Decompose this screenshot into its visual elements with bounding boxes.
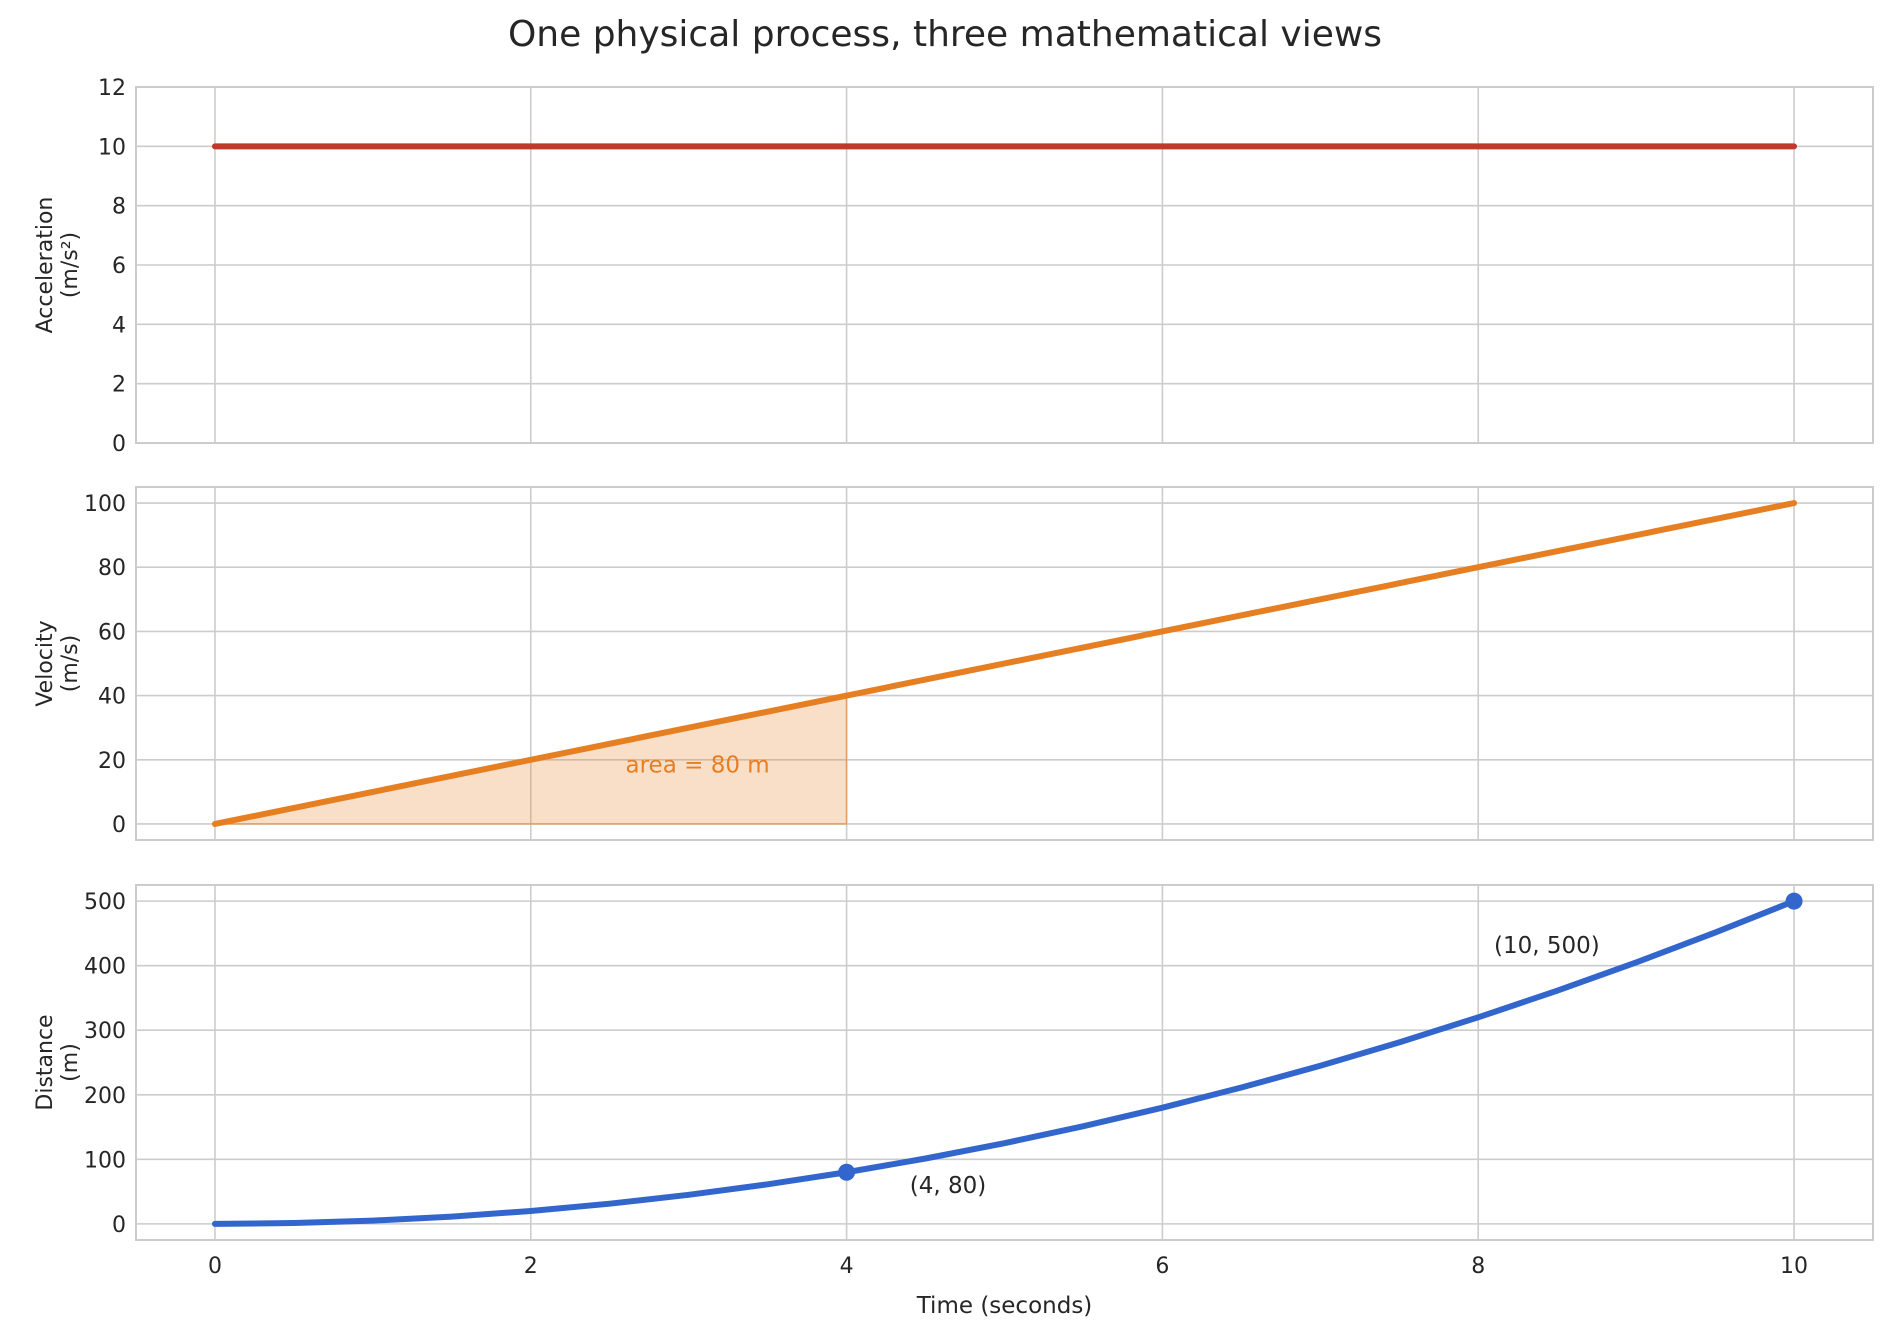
annotation-1: area = 80 m — [626, 753, 770, 779]
axes-frame — [135, 486, 1874, 841]
data-point-1 — [838, 1163, 856, 1181]
y-tick-label: 40 — [98, 685, 126, 710]
y-tick-label: 400 — [84, 955, 126, 980]
x-tick-label: 0 — [208, 1254, 222, 1279]
y-tick-label: 0 — [112, 813, 126, 838]
y-tick-label: 100 — [84, 1148, 126, 1173]
series-line-1 — [211, 500, 1798, 827]
y-axis-label-line-2: (m/s²) — [58, 232, 83, 298]
x-tick-label: 6 — [1155, 1254, 1169, 1279]
y-tick-label: 6 — [112, 254, 126, 279]
series-line-1 — [211, 898, 1798, 1227]
x-tick-label: 2 — [524, 1254, 538, 1279]
y-tick-label: 10 — [98, 135, 126, 160]
x-tick-label: 8 — [1471, 1254, 1485, 1279]
panel-1: 0 2 4 6 8 10 12 Acceleration (m/s²) — [33, 76, 1874, 457]
figure-title: One physical process, three mathematical… — [508, 14, 1382, 55]
y-tick-label: 4 — [112, 313, 126, 338]
panel-3: (4, 80)(10, 500)0100200300400500Distance… — [33, 884, 1874, 1319]
y-axis-label-line-2: (m/s) — [58, 635, 83, 692]
y-tick-label: 60 — [98, 620, 126, 645]
y-tick-label: 0 — [112, 1213, 126, 1238]
y-tick-label: 8 — [112, 195, 126, 220]
x-axis-label: Time (seconds) — [916, 1293, 1093, 1319]
y-tick-label: 200 — [84, 1084, 126, 1109]
y-tick-label: 0 — [112, 432, 126, 457]
y-tick-label: 500 — [84, 890, 126, 915]
y-tick-label: 2 — [112, 373, 126, 398]
y-tick-label: 20 — [98, 749, 126, 774]
y-axis-label-line-2: (m) — [58, 1043, 83, 1082]
y-tick-label: 300 — [84, 1019, 126, 1044]
y-axis-label-line-1: Acceleration — [33, 197, 58, 334]
data-point-2 — [1785, 892, 1803, 910]
y-tick-label: 100 — [84, 492, 126, 517]
axes-frame — [135, 86, 1874, 444]
x-tick-label: 10 — [1780, 1254, 1808, 1279]
y-tick-label: 12 — [98, 76, 126, 101]
y-axis-label-line-1: Velocity — [33, 620, 58, 706]
axes-frame — [135, 884, 1874, 1241]
panel-2: area = 80 m 0 20 40 60 80 100 Velocity (m/s) — [33, 486, 1874, 841]
y-axis-label-line-1: Distance — [33, 1014, 58, 1110]
annotation-2: (10, 500) — [1494, 933, 1600, 959]
y-tick-label: 80 — [98, 556, 126, 581]
annotation-1: (4, 80) — [910, 1173, 986, 1199]
x-tick-label: 4 — [840, 1254, 854, 1279]
